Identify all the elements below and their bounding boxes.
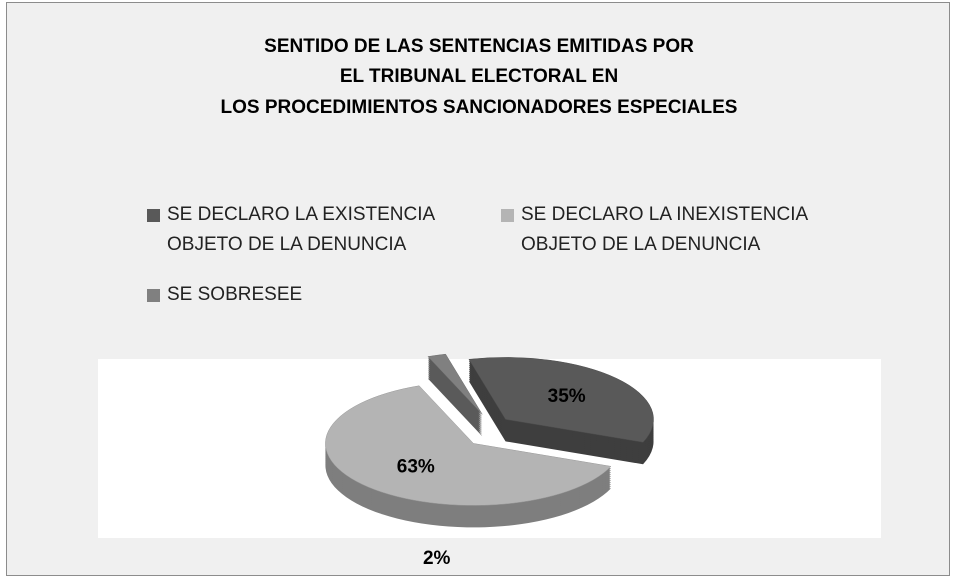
- legend-label: SE DECLARO LA EXISTENCIA OBJETO DE LA DE…: [167, 204, 435, 255]
- slice-side: [427, 368, 483, 429]
- slice-side: [427, 372, 483, 433]
- slice-side: [427, 358, 483, 419]
- data-label: 63%: [397, 457, 435, 478]
- slice-side: [427, 374, 483, 435]
- legend-swatch: [501, 209, 514, 222]
- slice: [325, 385, 612, 506]
- slice-side: [427, 364, 483, 425]
- slice-side: [427, 376, 483, 437]
- data-label: 35%: [548, 386, 586, 407]
- legend-item: SE SOBRESEE: [147, 280, 487, 310]
- legend-swatch: [147, 289, 160, 302]
- chart-title: EL TRIBUNAL ELECTORAL EN: [339, 66, 619, 87]
- slice-side: [427, 366, 483, 427]
- legend-swatch: [147, 209, 160, 222]
- chart-title: LOS PROCEDIMIENTOS SANCIONADORES ESPECIA…: [220, 97, 738, 118]
- legend-item: SE DECLARO LA EXISTENCIA OBJETO DE LA DE…: [147, 200, 487, 260]
- chart: SENTIDO DE LAS SENTENCIAS EMITIDAS POR E…: [6, 2, 950, 576]
- pie: 35% 63% 2%: [325, 353, 654, 569]
- slice-side: [427, 362, 483, 423]
- legend-label: SE SOBRESEE: [167, 284, 303, 305]
- chart-title: SENTIDO DE LAS SENTENCIAS EMITIDAS POR: [264, 36, 694, 57]
- legend-label: SE DECLARO LA INEXISTENCIA OBJETO DE LA …: [521, 204, 808, 255]
- slice-side: [427, 370, 483, 431]
- slice: [427, 353, 483, 415]
- legend-item: SE DECLARO LA INEXISTENCIA OBJETO DE LA …: [501, 200, 841, 260]
- slice: [468, 357, 654, 443]
- data-label: 2%: [423, 548, 451, 569]
- slice-side: [427, 360, 483, 421]
